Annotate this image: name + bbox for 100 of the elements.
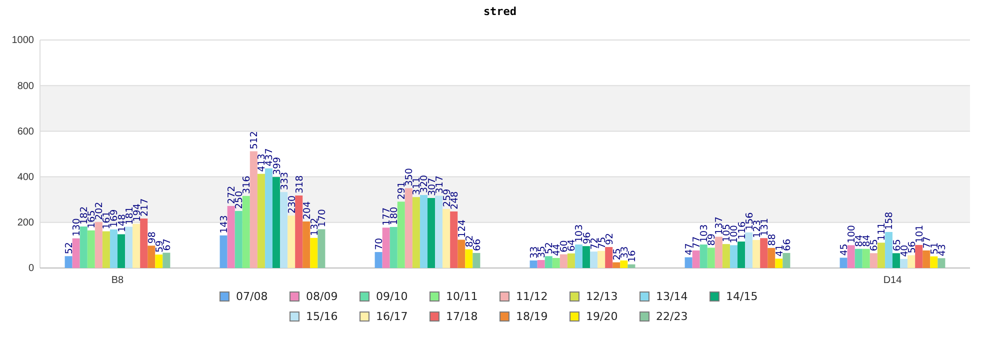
bar [310,238,318,268]
bar [854,248,862,268]
bar [847,245,855,268]
bar [272,177,280,268]
bar [234,211,242,268]
data-label: 88 [766,234,778,246]
bar [745,232,753,268]
bar [465,249,473,268]
bar [612,262,620,268]
bar [574,244,582,268]
legend-label: 08/09 [306,290,338,303]
legend-label: 10/11 [446,290,478,303]
bar [162,252,170,268]
data-label: 43 [936,244,948,256]
bar [374,252,382,268]
bar [930,256,938,268]
bar [280,192,288,268]
bar [132,224,140,268]
bar [148,246,156,268]
bar [628,264,636,268]
legend-label: 12/13 [586,290,618,303]
data-label: 316 [242,176,253,194]
bar [295,195,303,268]
bar [450,211,458,268]
data-label: 143 [219,215,230,234]
bar [738,242,746,268]
bar [915,244,923,268]
bar [892,253,900,268]
bar [412,197,420,268]
bar [257,174,265,268]
bar [302,221,310,268]
bar [87,230,95,268]
bar [530,260,538,268]
legend-label: 11/12 [516,290,548,303]
bar [227,206,235,268]
data-label: 230 [286,195,298,214]
bar [707,248,715,268]
bar [250,151,258,268]
bar [938,258,946,268]
bar [155,254,163,268]
legend-label: 17/18 [446,310,478,323]
bar [782,252,790,268]
bar [922,250,930,268]
bar [692,250,700,268]
x-tick-label: B8 [111,275,124,286]
bar [908,255,916,268]
bar [684,257,692,268]
bar [877,242,885,268]
data-label: 67 [162,238,173,251]
bar [768,248,776,268]
data-label: 70 [374,238,386,250]
data-label: 248 [449,191,460,210]
bar [318,229,326,268]
x-tick-label: D14 [883,275,902,286]
bar [862,248,870,268]
data-label: 217 [139,198,150,217]
data-label: 16 [626,250,638,262]
data-label: 52 [64,242,76,254]
legend-label: 22/23 [656,310,688,323]
bar [714,236,722,268]
bar [94,222,102,268]
bar [72,238,80,268]
bar [64,256,72,268]
y-tick-label: 600 [17,126,34,138]
legend-label: 09/10 [376,290,408,303]
bar [537,260,545,268]
bar [884,232,892,268]
bar [730,245,738,268]
bar [544,256,552,268]
legend-label: 07/08 [236,290,268,303]
bar [582,246,590,268]
data-label: 66 [782,238,793,251]
bar [442,208,450,268]
bar [140,218,148,268]
y-tick-label: 200 [17,218,34,229]
data-label: 333 [279,172,290,190]
bar [620,260,628,268]
bar [605,247,613,268]
bar [700,244,708,268]
bar [840,258,848,268]
legend-label: 18/19 [516,310,548,323]
data-label: 512 [249,131,260,150]
bar [420,195,428,268]
bar [458,240,466,268]
data-label: 92 [604,232,616,246]
chart-title: stred [483,5,517,18]
bar [775,258,783,268]
bar [102,231,110,268]
bar [118,234,126,268]
data-label: 45 [839,244,850,256]
legend-label: 16/17 [376,310,408,323]
bar [110,229,118,268]
legend-label: 19/20 [586,310,618,323]
bar [435,196,443,268]
bar [900,258,908,268]
y-tick-label: 400 [17,172,34,183]
bar [428,198,436,268]
bar [264,168,272,268]
bar [382,228,390,268]
data-label: 56 [906,241,918,254]
